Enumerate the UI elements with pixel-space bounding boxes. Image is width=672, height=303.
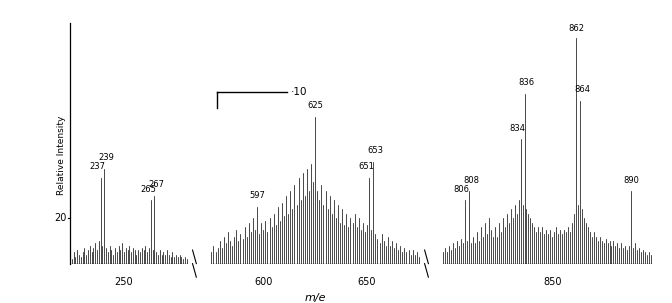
Text: 650: 650	[358, 277, 376, 287]
Text: 651: 651	[358, 162, 374, 171]
Text: 836: 836	[518, 78, 534, 88]
Text: 862: 862	[568, 24, 584, 33]
Text: 834: 834	[510, 124, 526, 133]
Text: ·10: ·10	[291, 87, 307, 97]
Text: 864: 864	[575, 85, 591, 94]
Text: 237: 237	[89, 162, 106, 171]
Text: 265: 265	[140, 185, 156, 194]
Text: 890: 890	[624, 175, 639, 185]
Text: 250: 250	[115, 277, 133, 287]
Text: 267: 267	[149, 180, 165, 189]
Text: 625: 625	[307, 101, 323, 110]
Text: 600: 600	[254, 277, 272, 287]
Text: 20: 20	[54, 213, 67, 223]
Text: 850: 850	[543, 277, 561, 287]
Text: 239: 239	[98, 153, 114, 162]
Text: 653: 653	[367, 146, 383, 155]
Text: Relative Intensity: Relative Intensity	[57, 115, 66, 195]
Text: 806: 806	[454, 185, 470, 194]
Text: m/e: m/e	[304, 293, 326, 303]
Text: 808: 808	[463, 175, 479, 185]
Text: 597: 597	[249, 191, 265, 200]
